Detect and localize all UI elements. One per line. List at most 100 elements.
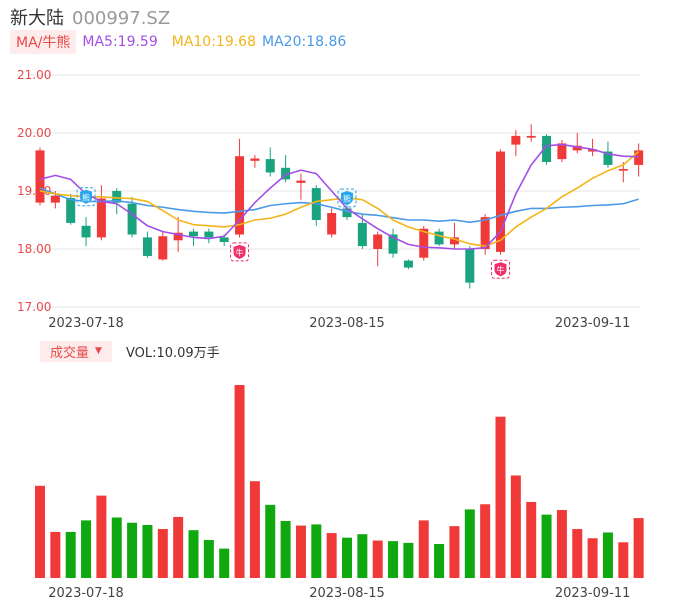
volume-bar	[311, 524, 322, 578]
candlestick-series	[35, 124, 644, 289]
volume-bar	[127, 522, 138, 578]
bull-bear-signals: 熊牛 熊牛	[76, 187, 510, 279]
volume-bars	[35, 385, 644, 578]
volume-bar	[280, 520, 291, 578]
candle-body	[265, 159, 275, 173]
price-tick-label: 18.00	[17, 242, 51, 256]
candle	[634, 143, 644, 177]
signal-shield	[80, 189, 93, 204]
candle-body	[434, 231, 444, 245]
volume-bar	[342, 537, 352, 578]
candle-body	[81, 225, 91, 238]
volume-bar	[234, 385, 245, 578]
candle	[588, 138, 598, 157]
bull-signal-icon: 牛	[491, 259, 510, 279]
volume-legend: 成交量 ▼ VOL:10.09万手	[40, 340, 220, 362]
ma20-value: MA20:18.86	[262, 34, 347, 50]
candle-body	[281, 167, 291, 180]
candle-body	[557, 143, 567, 160]
candle	[35, 147, 45, 206]
candle-body	[588, 149, 598, 152]
candle-body	[327, 213, 337, 235]
volume-indicator-selector[interactable]: 成交量 ▼	[40, 340, 112, 362]
candle-body	[496, 151, 505, 252]
candle-body	[189, 231, 198, 237]
volume-value: VOL:10.09万手	[125, 345, 220, 361]
candle	[158, 231, 168, 261]
candle	[327, 208, 337, 238]
ma10-value: MA10:19.68	[171, 34, 257, 50]
price-tick-label: 17.00	[17, 300, 51, 314]
ma5-line	[39, 143, 639, 250]
volume-bar	[510, 475, 521, 578]
volume-bar	[203, 539, 214, 578]
date-tick-label: 2023-07-18	[48, 586, 124, 601]
candle-body	[634, 150, 644, 165]
volume-bar	[188, 530, 199, 578]
candle	[511, 130, 521, 157]
price-grid	[30, 74, 640, 308]
volume-bar	[357, 534, 368, 578]
bear-signal-icon: 熊	[76, 187, 96, 207]
signal-frame	[76, 187, 96, 207]
candle-body	[204, 231, 214, 238]
date-tick-label: 2023-08-15	[309, 586, 385, 601]
volume-bar	[633, 518, 644, 578]
volume-bar	[65, 531, 76, 578]
volume-bar	[541, 514, 552, 578]
candle-body	[112, 191, 122, 203]
candle	[142, 231, 152, 258]
candle-body	[96, 198, 106, 238]
candle	[127, 196, 137, 238]
price-tick-label: 20.00	[17, 126, 51, 140]
candle-body	[618, 168, 628, 171]
signal-label: 熊	[343, 193, 351, 203]
candle	[526, 124, 536, 142]
candle	[557, 139, 567, 162]
date-tick-label: 2023-09-11	[555, 316, 631, 331]
candle-body	[158, 236, 168, 260]
price-tick-label: 21.00	[17, 68, 51, 82]
candle-body	[603, 151, 613, 165]
candle-body	[142, 237, 152, 256]
candle-body	[342, 208, 352, 218]
volume-bar	[173, 516, 184, 578]
volume-bar	[602, 532, 613, 578]
candle	[357, 214, 367, 249]
candle	[465, 246, 475, 289]
ma-legend: MA/牛熊 MA5:19.59 MA10:19.68 MA20:18.86	[10, 30, 346, 54]
volume-bar	[326, 533, 337, 578]
candle	[250, 155, 260, 168]
date-tick-label: 2023-07-18	[48, 316, 124, 331]
volume-bar	[295, 525, 306, 578]
signal-shield	[494, 262, 507, 277]
candle-body	[373, 234, 383, 249]
volume-selector-label: 成交量	[50, 345, 90, 361]
ma-indicator-selector[interactable]: MA/牛熊	[10, 30, 77, 54]
candle-body	[50, 195, 60, 203]
candle-body	[250, 158, 260, 161]
candle	[449, 222, 459, 249]
volume-bar	[142, 524, 153, 578]
volume-bar	[434, 544, 445, 578]
candle-body	[572, 145, 582, 151]
volume-bar	[556, 510, 567, 578]
volume-bar	[618, 542, 629, 578]
volume-bar	[265, 504, 276, 578]
candle-body	[357, 222, 367, 247]
candle	[281, 155, 291, 183]
candle-body	[388, 234, 398, 254]
volume-bar	[587, 538, 598, 578]
candle	[388, 228, 398, 258]
signal-shield	[341, 190, 353, 205]
candle-body	[465, 249, 475, 283]
price-x-axis: 2023-07-18 2023-08-15 2023-09-11	[48, 316, 630, 331]
volume-bar	[157, 529, 168, 578]
candle	[572, 133, 582, 154]
bear-signal-icon: 熊	[337, 188, 357, 208]
candle-body	[173, 232, 183, 241]
date-tick-label: 2023-09-11	[555, 586, 631, 601]
volume-bar	[449, 526, 460, 578]
candle-body	[66, 197, 76, 223]
